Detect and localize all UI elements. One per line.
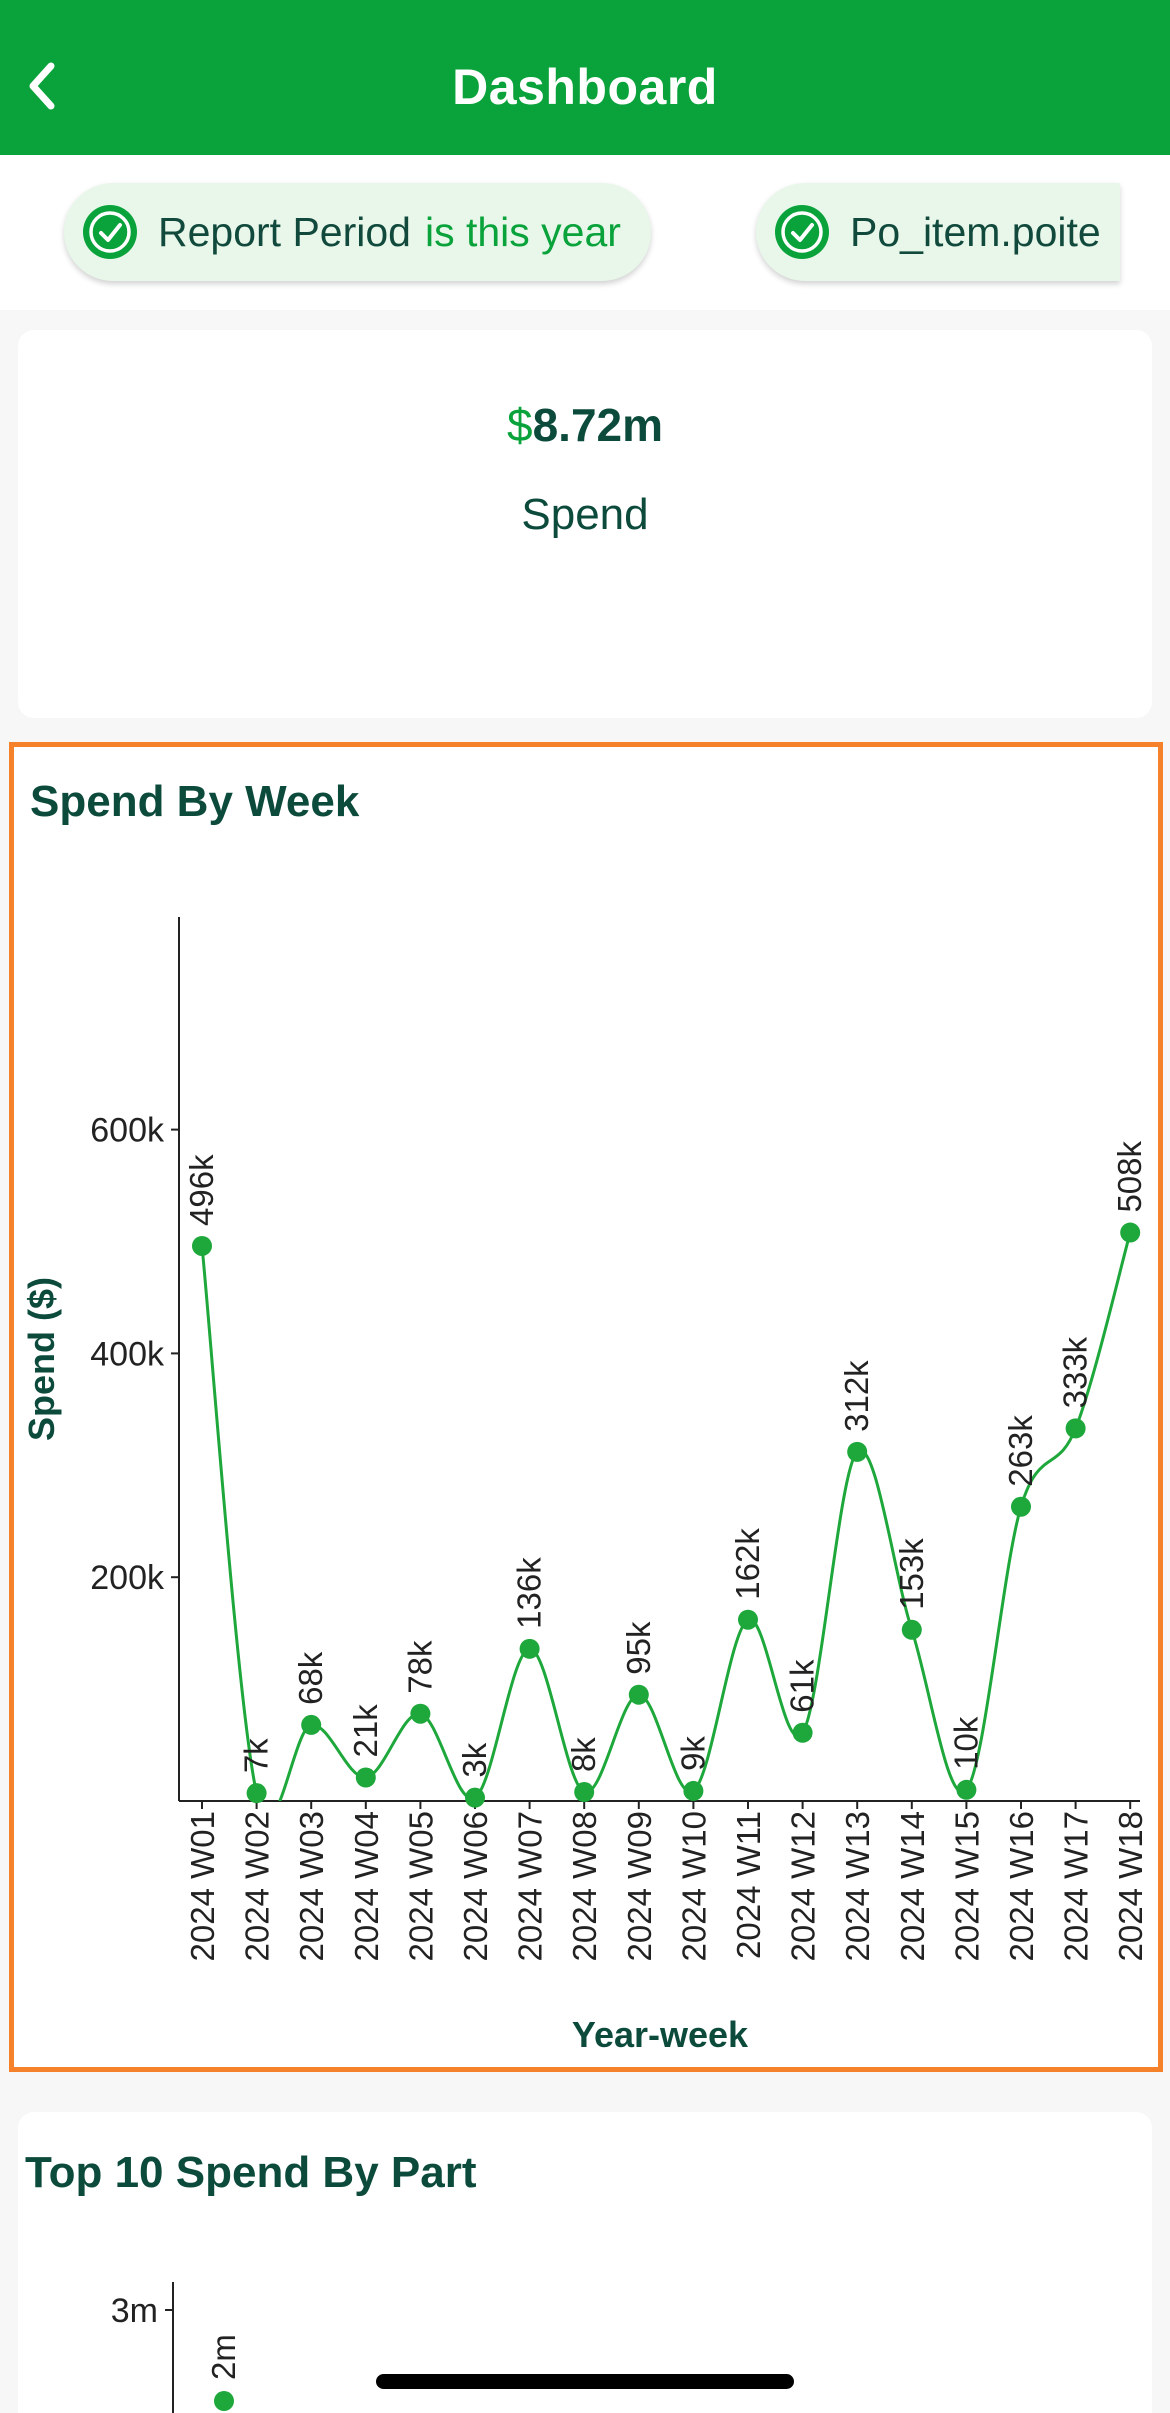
data-point (847, 1441, 868, 1462)
series-line (200, 1232, 1132, 1801)
data-point (792, 1722, 813, 1743)
data-point (246, 1783, 267, 1804)
data-label: 263k (1002, 1415, 1039, 1487)
x-tick-label: 2024 W02 (239, 1811, 276, 1961)
filter-chip-value: is this year (424, 208, 621, 255)
x-tick-label: 2024 W05 (402, 1811, 439, 1961)
data-point (1011, 1496, 1031, 1517)
data-label: 333k (1057, 1336, 1094, 1408)
y-tick-label: 200k (90, 1559, 165, 1597)
data-point (301, 1714, 322, 1735)
chevron-left-icon (29, 62, 55, 110)
kpi-label: Spend (521, 490, 649, 539)
x-tick-label: 2024 W06 (457, 1811, 494, 1961)
filter-chip-report-period[interactable]: Report Period is this year (64, 183, 651, 281)
x-tick-label: 2024 W07 (512, 1811, 549, 1961)
chart-title: Top 10 Spend By Part (25, 2148, 477, 2197)
data-label: 508k (1111, 1140, 1148, 1212)
app-header: Dashboard (0, 0, 1170, 155)
x-tick-label: 2024 W09 (621, 1811, 658, 1961)
data-point (465, 1787, 485, 1808)
data-point (628, 1684, 649, 1705)
x-tick-label: 2024 W18 (1112, 1811, 1149, 1961)
data-label: 136k (511, 1557, 548, 1629)
data-label: 61k (784, 1659, 821, 1713)
data-label: 21k (347, 1704, 384, 1758)
x-tick-label: 2024 W17 (1058, 1811, 1095, 1961)
y-axis-title: Spend ($) (21, 1277, 62, 1441)
data-point (519, 1638, 540, 1659)
page-title: Dashboard (452, 59, 718, 115)
x-tick-label: 2024 W15 (948, 1811, 985, 1961)
x-tick-label: 2024 W14 (894, 1811, 931, 1961)
top-spend-by-part-card[interactable]: Top 10 Spend By Part 3m 2m (18, 2112, 1152, 2413)
data-label: 95k (620, 1621, 657, 1675)
kpi-value: $8.72m (18, 398, 1152, 452)
data-point (574, 1782, 595, 1803)
data-label: 8k (565, 1737, 602, 1772)
data-point (355, 1767, 376, 1788)
spend-by-week-chart[interactable]: 200k 400k 600k Spend ($) 2024 W01 2024 W02 202… (14, 747, 1158, 2067)
check-circle-icon (83, 205, 137, 259)
y-tick-label: 600k (90, 1112, 165, 1150)
chart-title: Spend By Week (30, 777, 360, 826)
data-point (192, 1235, 212, 1256)
y-tick-label: 400k (90, 1335, 165, 1373)
data-point (683, 1780, 704, 1801)
x-tick-label: 2024 W04 (348, 1811, 385, 1961)
spend-by-week-card[interactable]: Spend By Week 200k 400k 600k Spend ($) 2024 … (9, 742, 1163, 2072)
data-point (738, 1609, 758, 1630)
data-label: 3k (456, 1742, 493, 1777)
data-point (410, 1703, 431, 1724)
filter-chip-label: Report Period (158, 208, 411, 255)
y-tick-label: 3m (111, 2292, 158, 2330)
kpi-amount: 8.72m (532, 399, 664, 451)
data-label: 153k (893, 1538, 930, 1610)
data-point (214, 2391, 234, 2411)
data-point (1065, 1418, 1086, 1439)
x-tick-label: 2024 W11 (730, 1811, 767, 1959)
x-tick-label: 2024 W08 (566, 1811, 603, 1961)
kpi-card-spend[interactable]: $8.72m Spend (18, 330, 1152, 718)
filter-chip-po-item[interactable]: Po_item.poite (756, 183, 1120, 281)
data-label: 10k (947, 1716, 984, 1770)
x-tick-label: 2024 W10 (675, 1811, 712, 1961)
home-indicator (376, 2374, 794, 2389)
data-label: 496k (183, 1154, 220, 1226)
x-axis-title: Year-week (572, 2014, 749, 2055)
x-tick-label: 2024 W16 (1003, 1811, 1040, 1961)
data-label: 312k (838, 1360, 875, 1432)
check-circle-icon (775, 205, 829, 259)
back-button[interactable] (18, 58, 66, 114)
x-tick-label: 2024 W12 (785, 1811, 822, 1961)
data-label: 9k (674, 1736, 711, 1771)
x-tick-label: 2024 W03 (293, 1811, 330, 1961)
data-label: 162k (729, 1528, 766, 1600)
x-tick-label: 2024 W13 (839, 1811, 876, 1961)
kpi-currency: $ (506, 399, 533, 451)
data-label: 78k (401, 1640, 438, 1694)
data-label: 7k (238, 1738, 275, 1773)
filter-chip-label: Po_item.poite (850, 208, 1101, 255)
top-spend-by-part-chart[interactable]: 3m 2m (18, 2112, 1152, 2413)
data-point (901, 1619, 922, 1640)
x-tick-label: 2024 W01 (184, 1811, 221, 1961)
filter-bar: Report Period is this year Po_item.poite (0, 155, 1170, 310)
data-label: 68k (292, 1651, 329, 1705)
data-point (1120, 1222, 1141, 1243)
data-label: 2m (205, 2334, 242, 2380)
data-point (956, 1779, 977, 1800)
